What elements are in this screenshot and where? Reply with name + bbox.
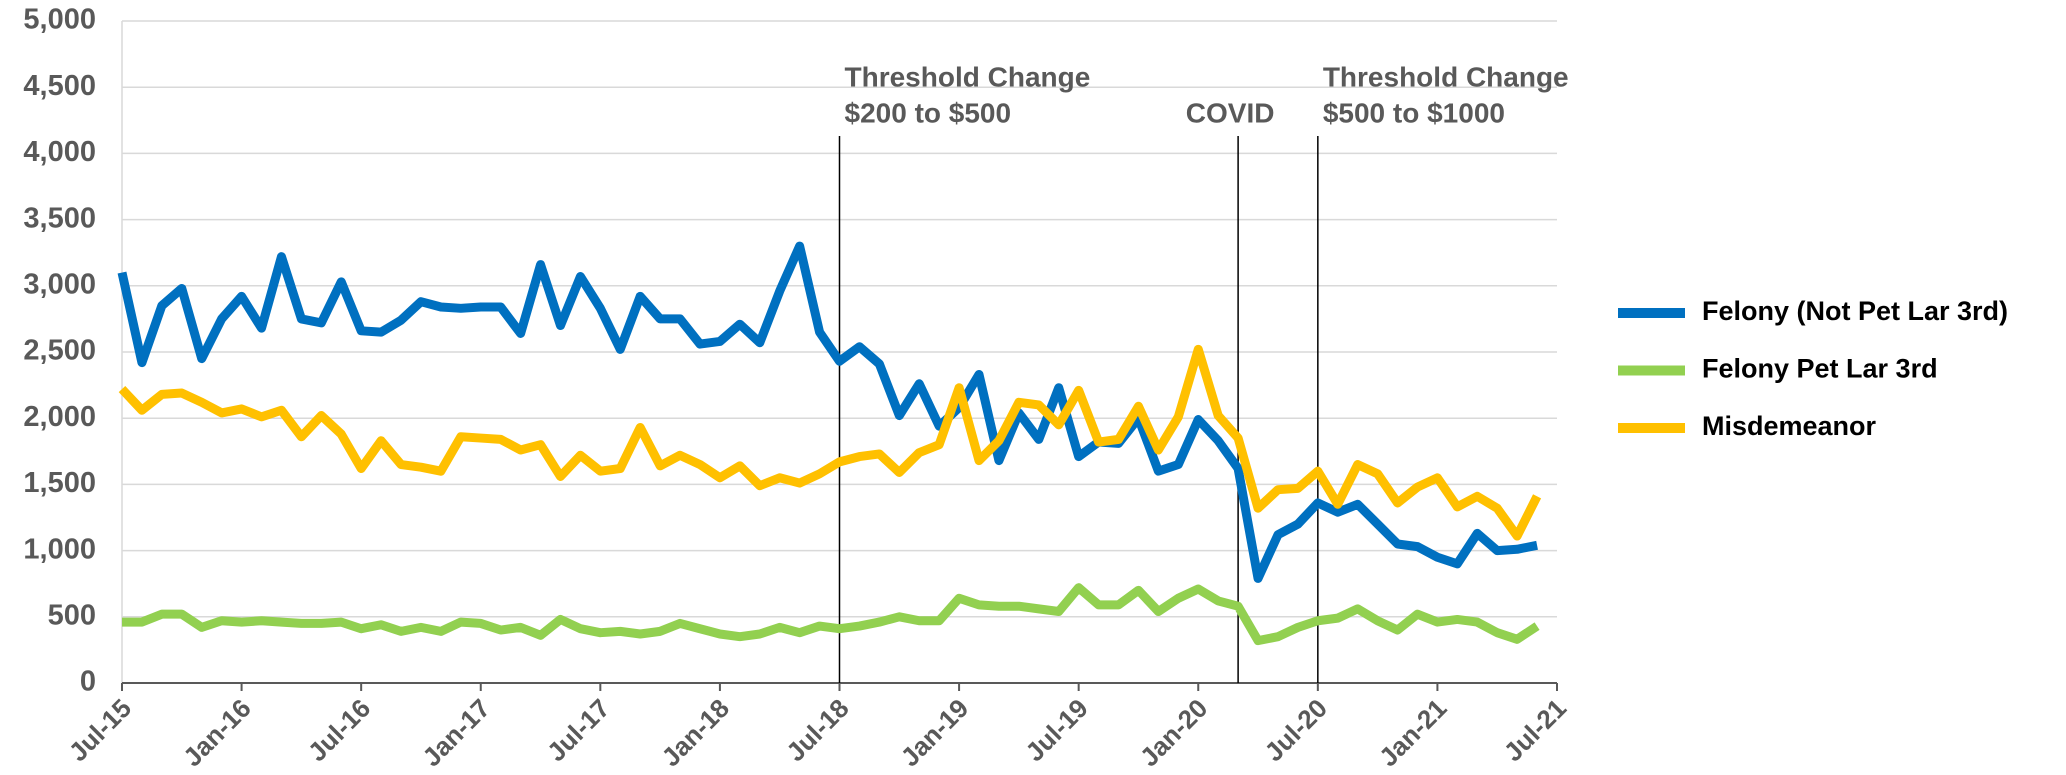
x-tick-label: Jul-17 [541,693,615,767]
y-tick-label: 0 [80,666,96,698]
annotation-text: $200 to $500 [845,97,1012,128]
y-tick-label: 2,000 [23,401,96,433]
y-tick-label: 2,500 [23,335,96,367]
annotation-text: Threshold Change [845,61,1091,92]
y-tick-label: 3,000 [23,268,96,300]
x-tick-label: Jul-16 [302,693,376,767]
x-tick-label: Jul-20 [1259,693,1333,767]
legend-label: Misdemeanor [1702,411,1877,441]
y-tick-label: 4,000 [23,136,96,168]
y-tick-label: 3,500 [23,202,96,234]
annotation-text: COVID [1186,97,1275,128]
y-tick-label: 1,500 [23,467,96,499]
annotation-text: Threshold Change [1323,61,1569,92]
series-line [118,344,1542,541]
x-tick-label: Jan-20 [1134,693,1213,772]
x-tick-label: Jan-16 [177,693,256,772]
series-line [117,241,1538,583]
y-tick-label: 5,000 [23,4,96,36]
x-tick-label: Jan-19 [895,693,974,772]
legend-label: Felony Pet Lar 3rd [1702,354,1938,384]
x-tick-label: Jan-21 [1373,693,1452,772]
x-tick-label: Jan-18 [656,693,735,772]
x-tick-label: Jan-17 [416,693,495,772]
y-tick-label: 500 [48,599,96,631]
x-tick-label: Jul-19 [1019,693,1093,767]
y-tick-label: 1,000 [23,533,96,565]
y-tick-label: 4,500 [23,70,96,102]
legend-label: Felony (Not Pet Lar 3rd) [1702,296,2008,326]
annotation-text: $500 to $1000 [1323,97,1505,128]
x-tick-label: Jul-21 [1498,693,1572,767]
series-line [122,583,1540,646]
x-tick-label: Jul-15 [63,693,137,767]
x-tick-label: Jul-18 [780,693,854,767]
